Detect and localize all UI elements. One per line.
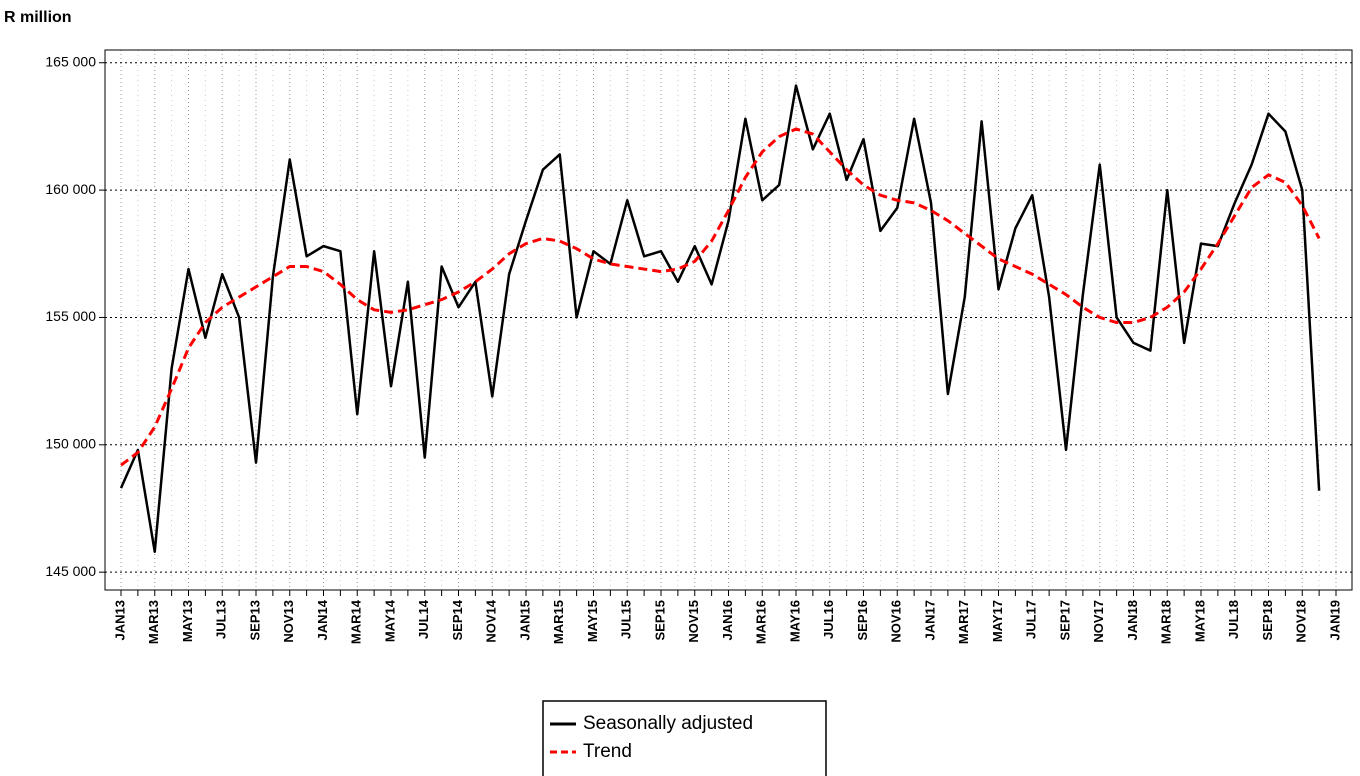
x-tick-label: NOV14 <box>484 599 499 642</box>
y-tick-label: 165 000 <box>45 53 96 69</box>
x-tick-label: JUL17 <box>1024 600 1039 639</box>
x-tick-label: MAY15 <box>585 600 600 642</box>
x-tick-label: JAN17 <box>922 600 937 640</box>
y-tick-label: 160 000 <box>45 181 96 197</box>
x-tick-label: MAY13 <box>180 600 195 642</box>
x-tick-label: JUL15 <box>619 600 634 639</box>
legend-label: Seasonally adjusted <box>583 713 753 734</box>
x-tick-label: MAY18 <box>1192 600 1207 642</box>
plot-frame <box>104 49 1353 591</box>
x-tick-label: JAN15 <box>517 600 532 640</box>
x-tick-label: SEP14 <box>450 599 465 640</box>
x-tick-label: SEP15 <box>652 600 667 640</box>
y-tick-label: 150 000 <box>45 436 96 452</box>
x-tick-label: MAY14 <box>382 599 397 642</box>
x-tick-label: MAR14 <box>349 599 364 644</box>
x-tick-label: NOV16 <box>889 600 904 643</box>
x-tick-label: NOV17 <box>1091 600 1106 643</box>
x-tick-label: NOV15 <box>686 600 701 643</box>
x-tick-label: MAR18 <box>1159 600 1174 644</box>
x-tick-label: NOV13 <box>281 600 296 643</box>
x-tick-label: SEP16 <box>855 600 870 640</box>
x-tick-label: JAN16 <box>720 600 735 640</box>
x-tick-label: JUL13 <box>214 600 229 639</box>
x-tick-label: SEP17 <box>1057 600 1072 640</box>
series-line <box>120 127 1321 467</box>
y-tick-label: 155 000 <box>45 308 96 324</box>
y-tick-label: 145 000 <box>45 563 96 579</box>
legend-box <box>542 700 827 776</box>
x-tick-label: MAR13 <box>146 600 161 644</box>
series-line <box>119 84 1321 554</box>
x-tick-label: NOV18 <box>1294 600 1309 643</box>
x-tick-label: JUL14 <box>416 599 431 639</box>
x-tick-label: JAN14 <box>315 599 330 640</box>
x-tick-label: MAR15 <box>551 600 566 644</box>
legend-label: Trend <box>583 741 632 762</box>
x-tick-label: SEP13 <box>247 600 262 640</box>
x-tick-label: MAR16 <box>754 600 769 644</box>
x-tick-label: MAY16 <box>787 600 802 642</box>
x-tick-label: JUL16 <box>821 600 836 639</box>
x-tick-label: MAR17 <box>956 600 971 644</box>
x-tick-label: SEP18 <box>1260 600 1275 640</box>
x-tick-label: JAN19 <box>1327 600 1342 640</box>
x-tick-label: JAN18 <box>1125 600 1140 640</box>
x-tick-label: JAN13 <box>112 600 127 640</box>
x-tick-label: MAY17 <box>990 600 1005 642</box>
x-tick-label: JUL18 <box>1226 600 1241 639</box>
y-axis-label: R million <box>4 9 72 26</box>
